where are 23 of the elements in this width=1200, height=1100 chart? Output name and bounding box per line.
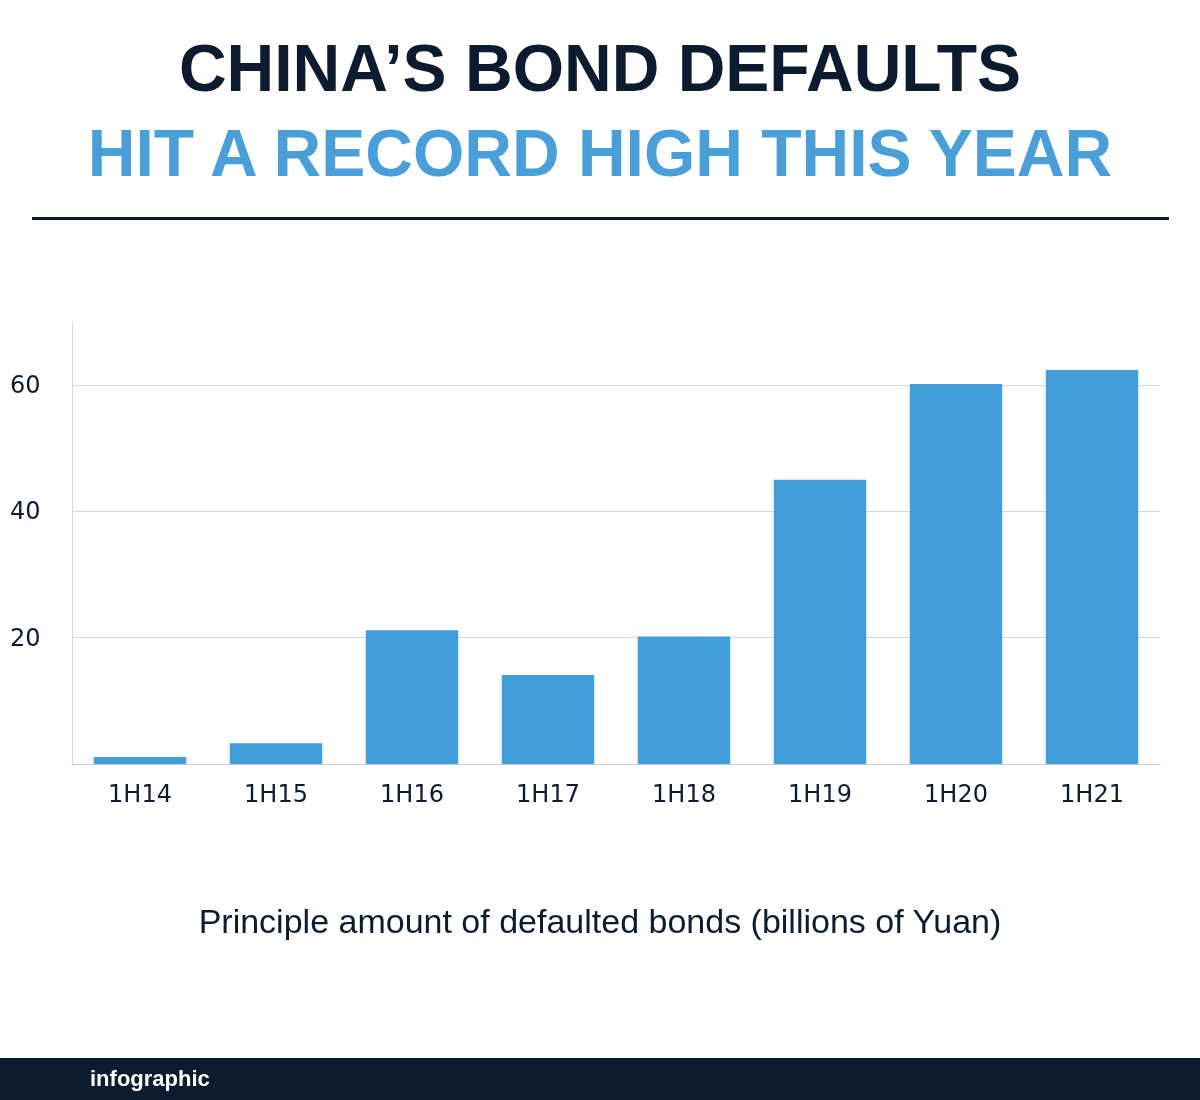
x-tick-label: 1H20 [924, 780, 988, 808]
bar [93, 757, 187, 764]
bar [501, 674, 595, 764]
x-tick-label: 1H14 [108, 780, 172, 808]
bar [229, 743, 323, 764]
x-tick-label: 1H17 [516, 780, 580, 808]
x-tick-label: 1H19 [788, 780, 852, 808]
x-tick-label: 1H15 [244, 780, 308, 808]
x-tick-label: 1H18 [652, 780, 716, 808]
bar [909, 383, 1003, 764]
bar [637, 636, 731, 764]
x-axis-title: Principle amount of defaulted bonds (billions of Yuan) [197, 902, 1003, 941]
x-tick-label: 1H16 [380, 780, 444, 808]
chart-subtitle: HIT A RECORD HIGH THIS YEAR [86, 115, 1114, 191]
y-tick-label: 60 [10, 371, 41, 400]
bar [1045, 369, 1139, 764]
x-tick-label: 1H21 [1060, 780, 1124, 808]
chart-title: CHINA’S BOND DEFAULTS [177, 30, 1023, 106]
text: infographic [90, 1066, 210, 1092]
bar [365, 630, 459, 764]
y-tick-label: 20 [10, 623, 41, 652]
bar [773, 479, 867, 764]
y-tick-label: 40 [10, 497, 41, 526]
